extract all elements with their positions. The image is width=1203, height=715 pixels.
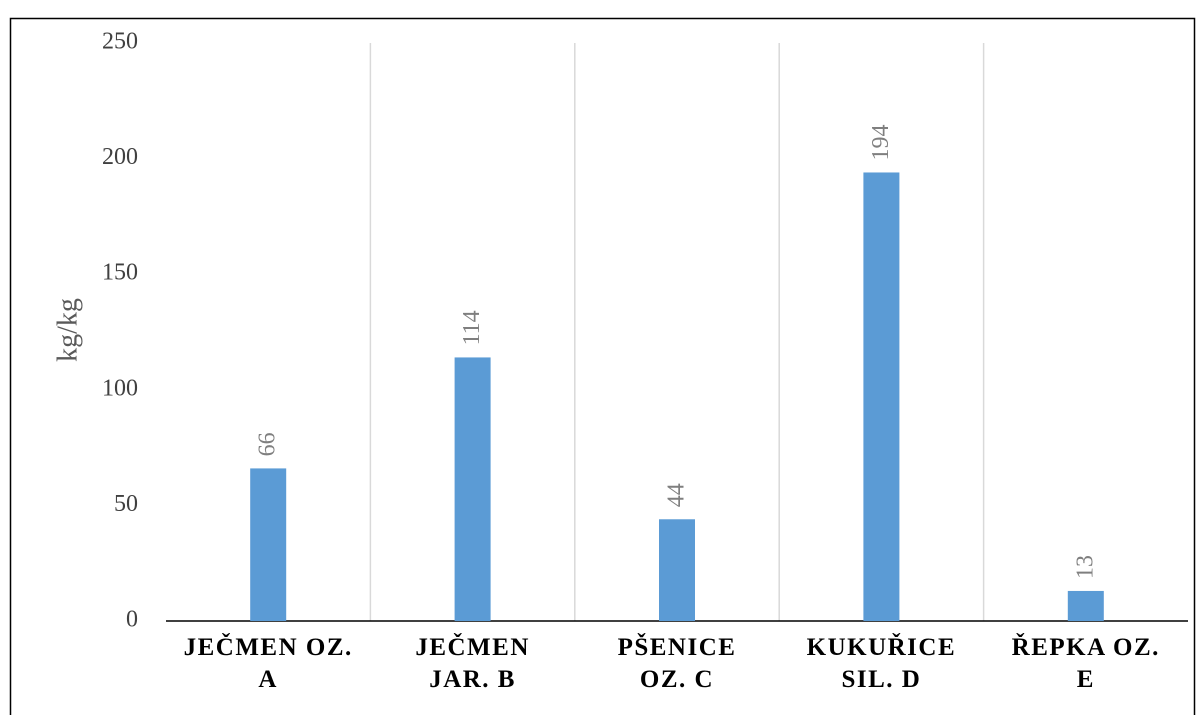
data-label: 44 (664, 483, 690, 507)
data-label: 66 (255, 432, 281, 456)
x-tick-label: JEČMEN OZ. A (183, 634, 353, 693)
bar (659, 519, 695, 621)
bar (250, 468, 287, 621)
x-tick-label: ŘEPKA OZ. E (1011, 634, 1160, 693)
y-tick-label: 250 (102, 29, 138, 55)
data-label: 194 (868, 124, 894, 160)
y-tick-label: 150 (102, 260, 138, 286)
y-axis-label: kg/kg (52, 298, 83, 362)
x-tick-label: JEČMEN JAR. B (415, 634, 530, 693)
y-tick-label: 50 (114, 491, 138, 517)
bar (1067, 590, 1104, 621)
y-tick-label: 0 (126, 607, 138, 633)
bar (454, 357, 491, 621)
x-tick-label: PŠENICE OZ. C (617, 634, 737, 693)
y-tick-label: 200 (102, 144, 138, 170)
data-label: 114 (459, 310, 485, 345)
y-tick-label: 100 (102, 375, 138, 401)
bar (863, 172, 900, 622)
x-tick-label: KUKUŘICE SIL. D (806, 634, 957, 693)
chart-frame (9, 17, 1196, 715)
data-label: 13 (1072, 555, 1098, 579)
